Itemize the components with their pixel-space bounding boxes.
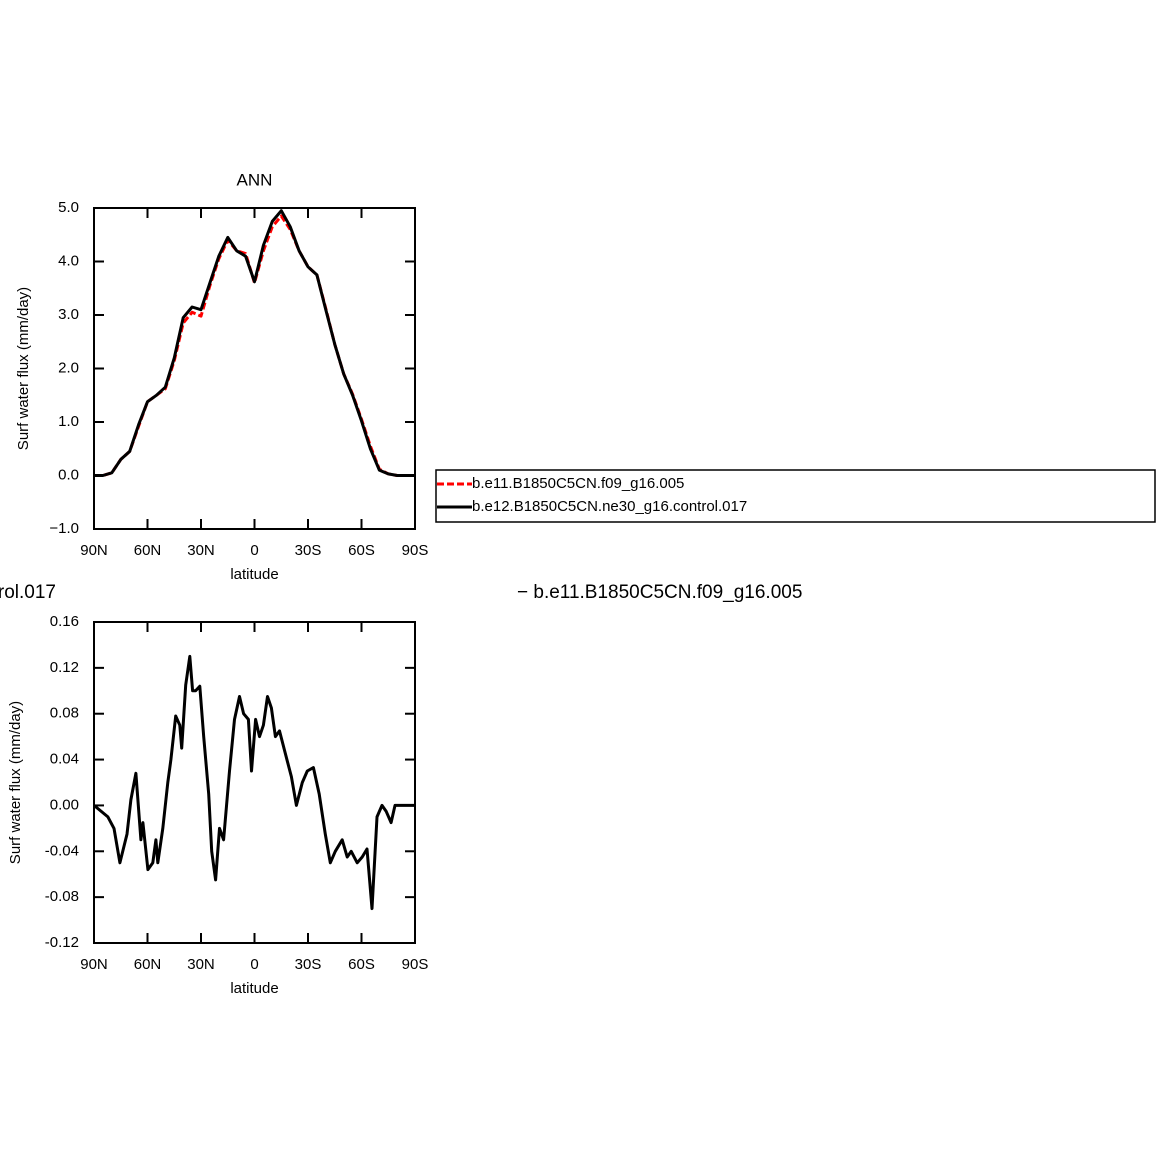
x-tick-label: 90N: [80, 956, 108, 973]
x-tick-label: 0: [250, 542, 258, 559]
y-tick-label: 0.08: [50, 705, 79, 722]
legend-label: b.e12.B1850C5CN.ne30_g16.control.017: [472, 498, 747, 515]
plot-frame: [93, 621, 416, 944]
y-tick-label: -0.04: [45, 842, 79, 859]
left-title: b.e12.B1850C5CN.ne30_g16.control.017: [0, 582, 56, 603]
y-tick-label: 0.12: [50, 659, 79, 676]
y-tick-label: −1.0: [49, 520, 79, 537]
y-tick-label: 0.16: [50, 613, 79, 630]
x-tick-label: 60S: [348, 956, 375, 973]
x-axis-label: latitude: [230, 566, 278, 583]
plot-frame: [93, 207, 416, 530]
x-tick-label: 30N: [187, 542, 215, 559]
x-tick-label: 60S: [348, 542, 375, 559]
y-axis-label: Surf water flux (mm/day): [7, 701, 24, 864]
legend: b.e11.B1850C5CN.f09_g16.005 b.e12.B1850C5…: [435, 469, 1156, 523]
y-tick-label: 4.0: [58, 252, 79, 269]
chart-title: ANN: [237, 170, 273, 189]
x-tick-label: 30S: [295, 956, 322, 973]
data-line: [93, 654, 415, 911]
y-tick-label: 1.0: [58, 413, 79, 430]
legend-box: [435, 469, 1156, 523]
y-tick-label: 3.0: [58, 306, 79, 323]
y-tick-label: 0.04: [50, 751, 79, 768]
x-tick-label: 60N: [134, 956, 162, 973]
y-tick-label: 5.0: [58, 199, 79, 216]
y-tick-label: -0.12: [45, 934, 79, 951]
y-tick-label: 0.00: [50, 796, 79, 813]
right-title: − b.e11.B1850C5CN.f09_g16.005: [517, 582, 802, 603]
y-tick-label: -0.08: [45, 888, 79, 905]
data-line: [94, 209, 415, 477]
x-tick-label: 90S: [402, 956, 429, 973]
x-tick-label: 90N: [80, 542, 108, 559]
y-tick-label: 2.0: [58, 359, 79, 376]
x-axis-label: latitude: [230, 980, 278, 997]
legend-label: b.e11.B1850C5CN.f09_g16.005: [472, 475, 684, 492]
y-axis-label: Surf water flux (mm/day): [15, 287, 32, 450]
x-tick-label: 90S: [402, 542, 429, 559]
y-tick-label: 0.0: [58, 466, 79, 483]
x-tick-label: 0: [250, 956, 258, 973]
x-tick-label: 30S: [295, 542, 322, 559]
x-tick-label: 60N: [134, 542, 162, 559]
x-tick-label: 30N: [187, 956, 215, 973]
